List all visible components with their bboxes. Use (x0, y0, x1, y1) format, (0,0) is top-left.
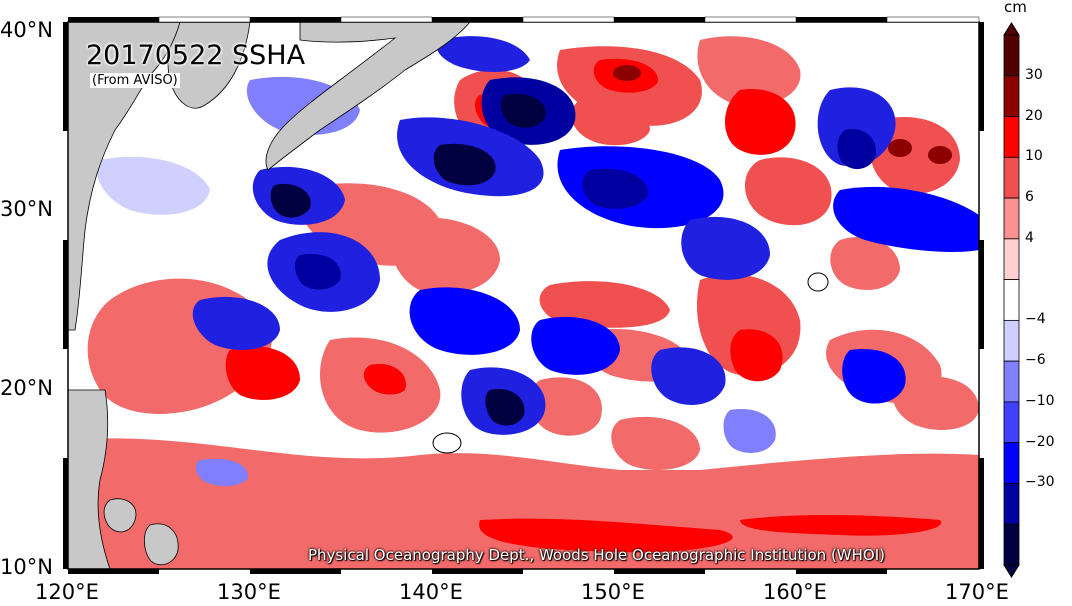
colorbar-tick-label: −30 (1025, 474, 1055, 491)
colorbar-tick-label: −10 (1025, 392, 1055, 409)
colorbar-top-arrow (1003, 22, 1020, 36)
frame-ticks-right (979, 22, 984, 569)
colorbar-swatch (1003, 319, 1020, 362)
colorbar-tick-label: 30 (1025, 66, 1043, 83)
x-tick-160e: 160°E (763, 580, 827, 604)
colorbar-swatch (1003, 197, 1020, 240)
frame-ticks-left (63, 22, 68, 569)
colorbar-tick-label: 10 (1025, 148, 1043, 165)
colorbar-swatch (1003, 442, 1020, 484)
philippines-landmass (68, 389, 111, 569)
colorbar-tick-label: 4 (1025, 229, 1034, 246)
colorbar-tick-label: −20 (1025, 433, 1055, 450)
korea-landmass (167, 22, 251, 109)
colorbar-swatch (1003, 34, 1020, 77)
colorbar-swatch (1003, 238, 1020, 281)
colorbar-unit: cm (1004, 0, 1027, 16)
colorbar-tick-label: −6 (1025, 352, 1046, 369)
china-coast (68, 22, 181, 331)
colorbar-tick-label: −4 (1025, 311, 1046, 328)
colorbar-swatch (1003, 279, 1020, 321)
colorbar-swatch (1003, 75, 1020, 117)
colorbar-swatch (1003, 401, 1020, 444)
map-subtitle: (From AVISO) (90, 73, 180, 88)
frame-ticks-top (68, 16, 980, 23)
colorbar-swatch (1003, 360, 1020, 403)
colorbar-swatch (1003, 523, 1020, 566)
colorbar-swatch (1003, 483, 1020, 525)
japan-landmass (265, 22, 471, 171)
colorbar-swatch (1003, 156, 1020, 199)
map-field (68, 22, 979, 569)
colorbar-bottom-arrow (1003, 564, 1020, 578)
y-tick-40n: 40°N (0, 18, 53, 42)
x-tick-120e: 120°E (35, 580, 99, 604)
colorbar (1003, 22, 1020, 578)
map-title: 20170522 SSHA (86, 40, 306, 71)
colorbar-tick-label: 6 (1025, 189, 1034, 206)
x-tick-150e: 150°E (581, 580, 645, 604)
colorbar-swatch (1003, 116, 1020, 158)
y-tick-20n: 20°N (0, 376, 53, 400)
frame-ticks-bottom (68, 569, 887, 574)
credit-text: Physical Oceanography Dept., Woods Hole … (308, 546, 885, 564)
y-tick-10n: 10°N (0, 555, 53, 579)
x-tick-130e: 130°E (217, 580, 281, 604)
y-tick-30n: 30°N (0, 197, 53, 221)
colorbar-tick-label: 20 (1025, 107, 1043, 124)
x-tick-140e: 140°E (399, 580, 463, 604)
x-tick-170e: 170°E (945, 580, 1009, 604)
